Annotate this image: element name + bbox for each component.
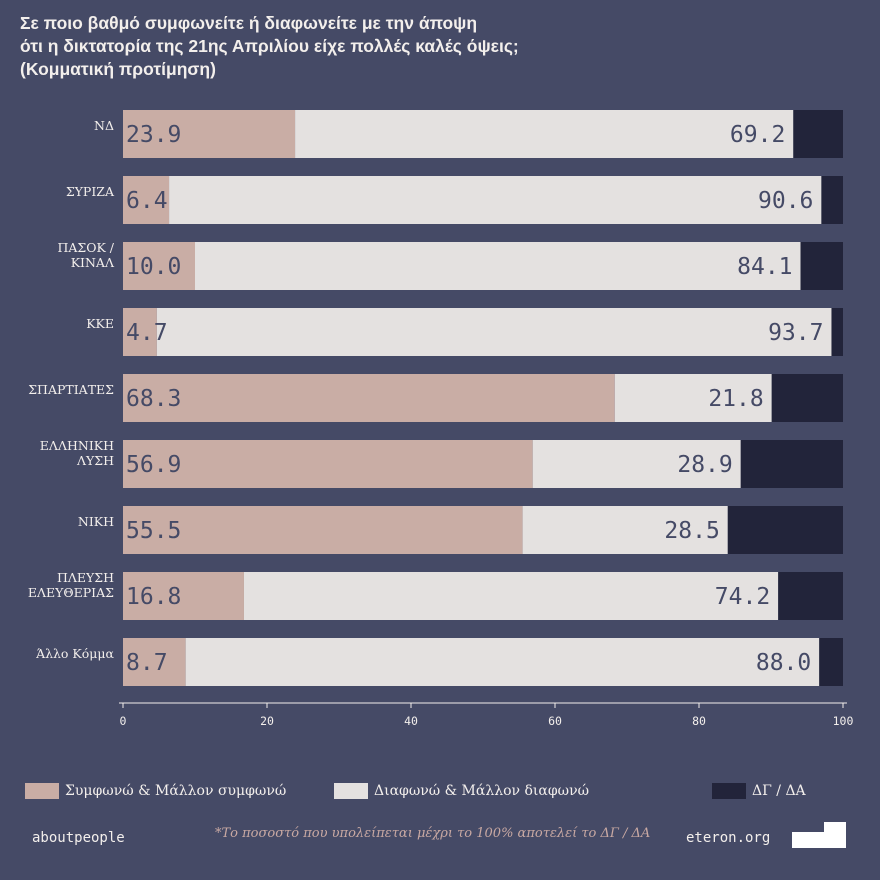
bar-dk (819, 638, 843, 686)
bar-agree (123, 638, 186, 686)
value-label-disagree: 21.8 (708, 386, 763, 412)
bar-agree (123, 506, 523, 554)
bar-disagree (614, 374, 772, 422)
brand-aboutpeople: aboutpeople (32, 830, 125, 846)
value-label-disagree: 74.2 (715, 584, 770, 610)
bar-agree (123, 242, 195, 290)
legend-label-disagree: Διαφωνώ & Μάλλον διαφωνώ (374, 783, 590, 799)
category-label: ΠΑΣΟΚ / ΚΙΝΑΛ (57, 240, 115, 270)
value-label-agree: 10.0 (126, 254, 181, 280)
bar-agree (123, 176, 170, 224)
value-label-agree: 8.7 (126, 650, 168, 676)
bar-dk (771, 374, 843, 422)
bar-disagree (243, 572, 779, 620)
bar-disagree (295, 110, 794, 158)
title-line: ότι η δικτατορία της 21ης Απριλίου είχε … (20, 36, 519, 56)
legend-label-agree: Συμφωνώ & Μάλλον συμφωνώ (65, 783, 287, 799)
bar-disagree (195, 242, 801, 290)
value-label-disagree: 90.6 (758, 188, 813, 214)
bar-dk (778, 572, 843, 620)
bar-dk (793, 110, 843, 158)
value-label-agree: 6.4 (126, 188, 168, 214)
x-tick-label: 0 (120, 714, 127, 728)
bar-disagree (169, 176, 822, 224)
legend-label-dk: ΔΓ / ΔΑ (752, 783, 806, 799)
category-label: ΕΛΛΗΝΙΚΗ ΛΥΣΗ (40, 438, 114, 468)
x-tick-label: 40 (404, 714, 418, 728)
x-tick-label: 20 (260, 714, 274, 728)
bar-dk (800, 242, 843, 290)
value-label-disagree: 28.5 (664, 518, 719, 544)
bar-dk (831, 308, 843, 356)
legend-swatch-dk (712, 783, 746, 799)
category-label: ΝΔ (94, 118, 114, 133)
footnote: *Το ποσοστό που υπολείπεται μέχρι το 100… (215, 826, 651, 841)
category-label: ΝΙΚΗ (78, 514, 114, 529)
value-label-agree: 55.5 (126, 518, 181, 544)
x-tick-label: 100 (833, 714, 854, 728)
stacked-bar-chart: ΝΔ 23.9 69.2 ΣΥΡΙΖΑ 6.4 90.6 ΠΑΣΟΚ / ΚΙΝΑΛ 10.0 8… (28, 110, 854, 728)
bar-dk (740, 440, 843, 488)
eteron-logo-icon (792, 822, 846, 848)
brand-eteron: eteron.org (686, 830, 771, 846)
value-label-agree: 4.7 (126, 320, 168, 346)
value-label-disagree: 93.7 (768, 320, 823, 346)
legend-swatch-agree (25, 783, 59, 799)
legend-dk: ΔΓ / ΔΑ (712, 780, 806, 802)
value-label-agree: 68.3 (126, 386, 181, 412)
title-line: (Κομματική προτίμηση) (20, 59, 216, 79)
bar-disagree (185, 638, 820, 686)
value-label-disagree: 88.0 (756, 650, 811, 676)
value-label-agree: 56.9 (126, 452, 181, 478)
category-label: ΣΥΡΙΖΑ (66, 184, 115, 199)
value-label-disagree: 28.9 (677, 452, 732, 478)
bar-dk (727, 506, 843, 554)
value-label-disagree: 84.1 (737, 254, 792, 280)
legend-agree: Συμφωνώ & Μάλλον συμφωνώ (25, 780, 286, 802)
title-line: Σε ποιο βαθμό συμφωνείτε ή διαφωνείτε με… (20, 13, 478, 33)
legend-disagree: Διαφωνώ & Μάλλον διαφωνώ (334, 780, 589, 802)
bar-agree (123, 374, 615, 422)
x-tick-label: 60 (548, 714, 562, 728)
category-label: Άλλο Κόμμα (35, 646, 114, 661)
bar-agree (123, 308, 157, 356)
category-label: ΣΠΑΡΤΙΑΤΕΣ (28, 382, 114, 397)
bar-disagree (532, 440, 741, 488)
legend-swatch-disagree (334, 783, 368, 799)
bar-disagree (522, 506, 728, 554)
bar-disagree (156, 308, 832, 356)
x-tick-label: 80 (692, 714, 706, 728)
bar-agree (123, 572, 244, 620)
value-label-agree: 23.9 (126, 122, 181, 148)
category-label: ΚΚΕ (86, 316, 114, 331)
chart-title: Σε ποιο βαθμό συμφωνείτε ή διαφωνείτε με… (20, 12, 860, 81)
category-label: ΠΛΕΥΣΗ ΕΛΕΥΘΕΡΙΑΣ (28, 570, 114, 600)
bar-agree (123, 440, 533, 488)
bar-dk (821, 176, 843, 224)
value-label-disagree: 69.2 (730, 122, 785, 148)
value-label-agree: 16.8 (126, 584, 181, 610)
bar-agree (123, 110, 296, 158)
